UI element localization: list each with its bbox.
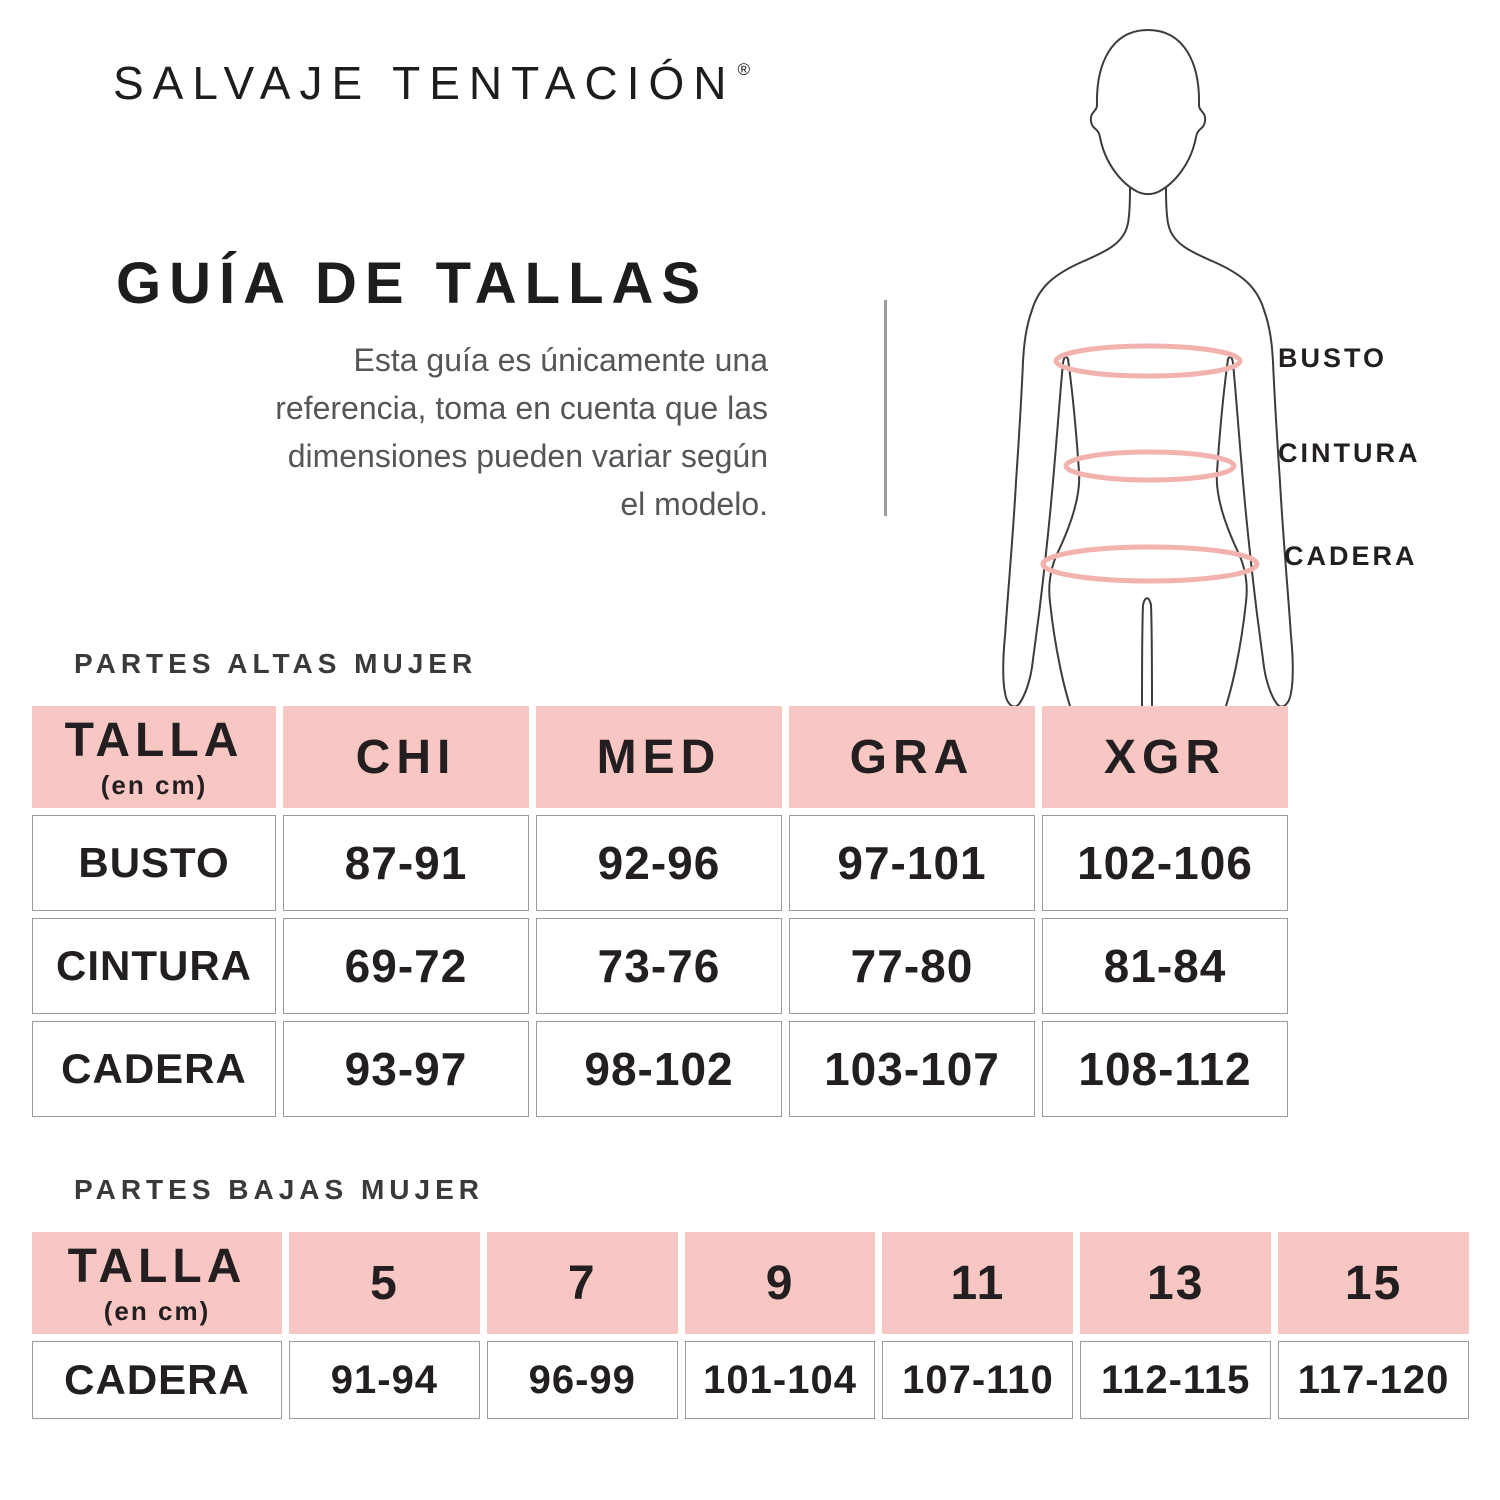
head-outline bbox=[1089, 28, 1207, 196]
intro-paragraph: Esta guía es únicamente una referencia, … bbox=[90, 336, 768, 528]
column-header-9: 9 bbox=[684, 1232, 876, 1334]
size-value-cell: 107-110 bbox=[882, 1341, 1074, 1419]
table-partes-bajas: TALLA (en cm) 5 7 9 11 13 15 CADERA 91-9… bbox=[32, 1232, 1469, 1419]
size-value-cell: 96-99 bbox=[486, 1341, 678, 1419]
row-label-cadera: CADERA bbox=[32, 1341, 282, 1419]
measure-label-cintura: CINTURA bbox=[1278, 438, 1421, 468]
column-header-gra: GRA bbox=[789, 706, 1035, 808]
size-value-cell: 87-91 bbox=[283, 815, 529, 911]
talla-unit-label: (en cm) bbox=[100, 769, 208, 800]
section-title-partes-altas: PARTES ALTAS MUJER bbox=[74, 648, 478, 679]
size-value-cell: 112-115 bbox=[1080, 1341, 1272, 1419]
size-value-cell: 81-84 bbox=[1042, 918, 1288, 1014]
size-value-cell: 117-120 bbox=[1278, 1341, 1469, 1419]
bust-measure-line bbox=[1053, 343, 1243, 379]
talla-unit-label: (en cm) bbox=[103, 1295, 211, 1326]
column-header-13: 13 bbox=[1080, 1232, 1272, 1334]
talla-label: TALLA bbox=[64, 713, 244, 767]
measure-label-busto: BUSTO bbox=[1278, 343, 1388, 373]
size-value-cell: 73-76 bbox=[536, 918, 782, 1014]
size-value-cell: 103-107 bbox=[789, 1021, 1035, 1117]
row-label-cintura: CINTURA bbox=[32, 918, 276, 1014]
hip-measure-line bbox=[1040, 544, 1260, 584]
table-header-talla: TALLA (en cm) bbox=[32, 706, 276, 808]
vertical-divider bbox=[884, 300, 887, 516]
column-header-11: 11 bbox=[882, 1232, 1074, 1334]
column-header-15: 15 bbox=[1278, 1232, 1469, 1334]
body-outline-right bbox=[1165, 187, 1294, 710]
brand-logo: SALVAJE TENTACIÓN ® bbox=[113, 56, 751, 110]
table-partes-altas: TALLA (en cm) CHI MED GRA XGR BUSTO 87-9… bbox=[32, 706, 1288, 1117]
size-value-cell: 108-112 bbox=[1042, 1021, 1288, 1117]
size-value-cell: 102-106 bbox=[1042, 815, 1288, 911]
page-title: GUÍA DE TALLAS bbox=[116, 251, 709, 316]
body-outline-left bbox=[1002, 187, 1131, 710]
inner-leg-lines bbox=[1141, 597, 1153, 710]
size-value-cell: 93-97 bbox=[283, 1021, 529, 1117]
column-header-5: 5 bbox=[289, 1232, 480, 1334]
column-header-xgr: XGR bbox=[1042, 706, 1288, 808]
size-value-cell: 69-72 bbox=[283, 918, 529, 1014]
size-value-cell: 91-94 bbox=[289, 1341, 480, 1419]
column-header-7: 7 bbox=[486, 1232, 678, 1334]
brand-name: SALVAJE TENTACIÓN bbox=[113, 57, 736, 109]
size-value-cell: 98-102 bbox=[536, 1021, 782, 1117]
waist-measure-line bbox=[1063, 449, 1237, 483]
row-label-cadera: CADERA bbox=[32, 1021, 276, 1117]
talla-label: TALLA bbox=[67, 1239, 247, 1293]
size-value-cell: 97-101 bbox=[789, 815, 1035, 911]
table-header-talla: TALLA (en cm) bbox=[32, 1232, 282, 1334]
section-title-partes-bajas: PARTES BAJAS MUJER bbox=[74, 1174, 484, 1205]
measure-label-cadera: CADERA bbox=[1284, 541, 1418, 571]
registered-trademark-symbol: ® bbox=[737, 60, 751, 79]
row-label-busto: BUSTO bbox=[32, 815, 276, 911]
column-header-med: MED bbox=[536, 706, 782, 808]
size-value-cell: 92-96 bbox=[536, 815, 782, 911]
intro-line: referencia, toma en cuenta que las bbox=[275, 390, 768, 426]
column-header-chi: CHI bbox=[283, 706, 529, 808]
size-value-cell: 101-104 bbox=[684, 1341, 876, 1419]
body-diagram bbox=[1002, 28, 1294, 710]
size-value-cell: 77-80 bbox=[789, 918, 1035, 1014]
intro-line: el modelo. bbox=[620, 486, 768, 522]
intro-line: Esta guía es únicamente una bbox=[353, 342, 769, 378]
intro-line: dimensiones pueden variar según bbox=[287, 438, 768, 474]
